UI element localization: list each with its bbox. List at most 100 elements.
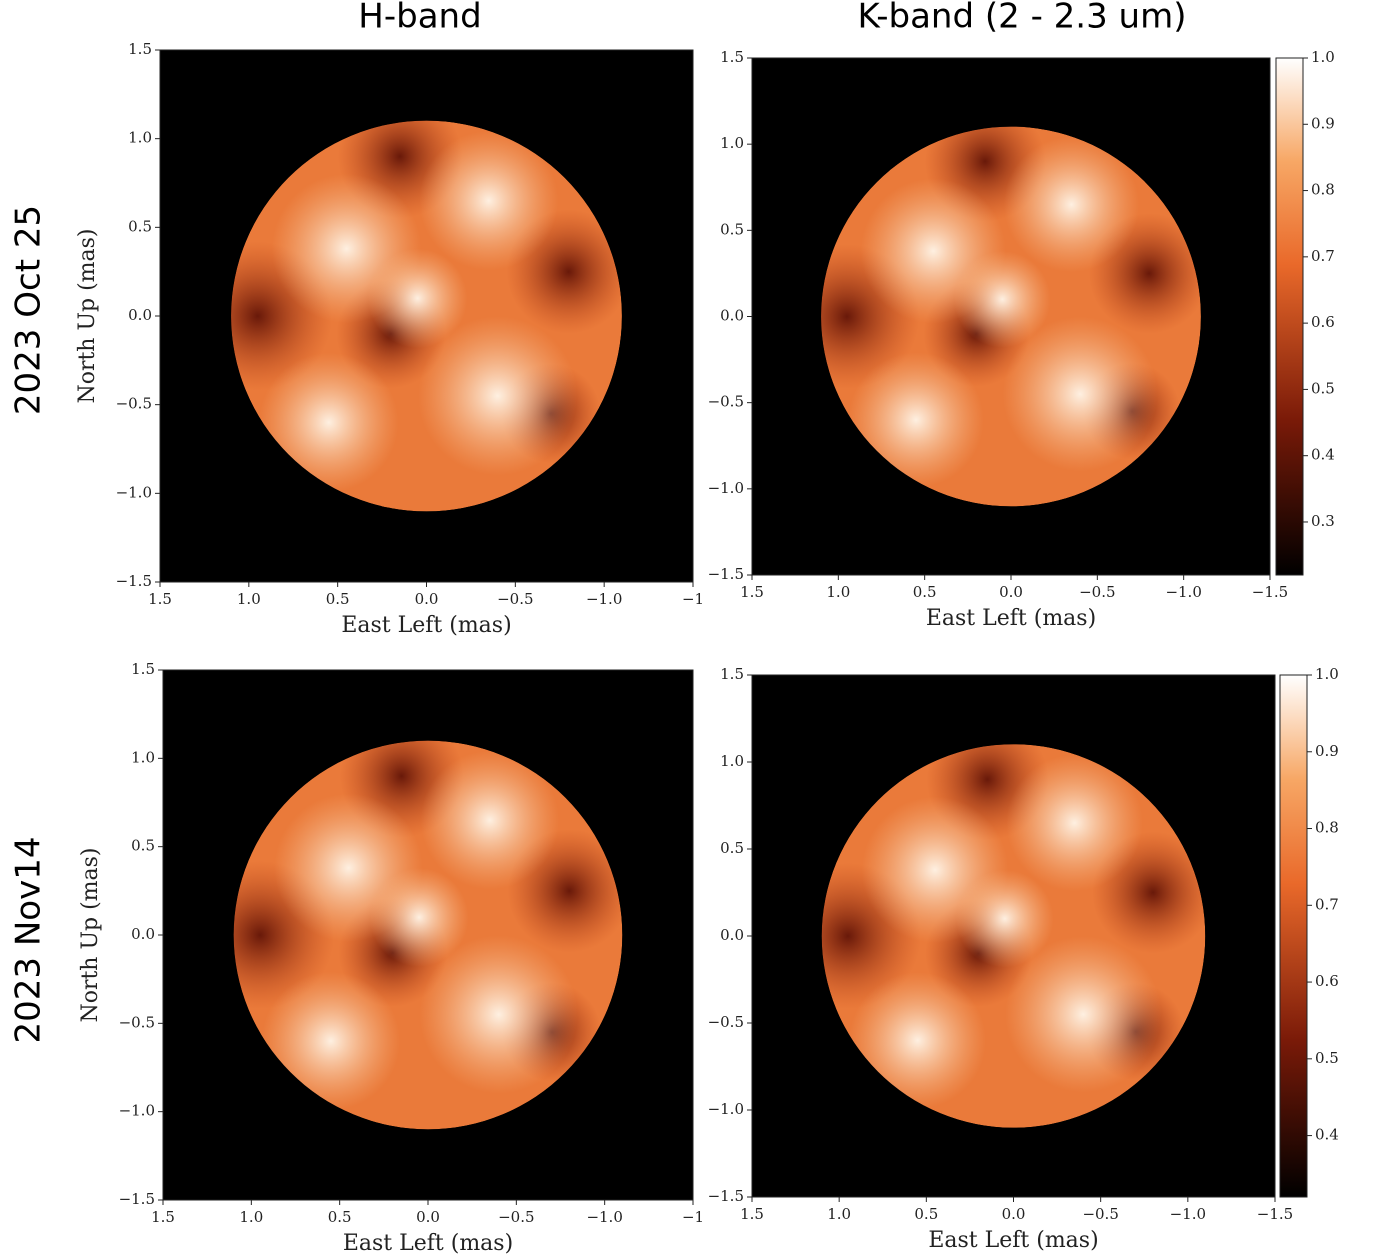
y-tick-label: 1.0 [720,752,744,770]
bright-spot [1003,136,1140,273]
y-tick-label: 1.5 [128,40,152,58]
colorbar [1275,57,1304,576]
x-tick-label: 0.5 [913,583,937,601]
x-tick-label: −1.0 [586,1208,622,1226]
x-tick-label: 1.0 [827,1205,851,1223]
y-tick-label: −1.0 [708,1100,744,1118]
bright-spot [1002,316,1158,472]
x-tick-label: 0.0 [999,583,1023,601]
colorbar-tick-label: 1.0 [1311,48,1335,66]
y-tick-label: 1.0 [131,748,155,766]
y-tick-label: −1.5 [708,1187,744,1205]
y-tick-label: −0.5 [708,393,744,411]
y-axis-label: North Up (mas) [78,847,103,1022]
x-tick-label: 1.5 [740,583,764,601]
bright-spot [419,935,578,1094]
y-tick-label: 0.0 [131,925,155,943]
colorbar-tick-label: 0.4 [1311,446,1335,464]
stellar-disk [231,120,622,512]
colorbar-tick-label: 0.6 [1315,972,1339,990]
y-tick-label: 0.5 [720,839,744,857]
bright-spot [369,867,469,967]
bright-spot [1005,936,1162,1093]
y-tick-label: 1.5 [720,665,744,683]
y-tick-label: 1.5 [720,48,744,66]
x-tick-label: 1.0 [237,590,261,608]
x-tick-label: −0.5 [1082,1205,1118,1223]
y-tick-label: 0.5 [131,837,155,855]
colorbar-tick-label: 0.8 [1315,819,1339,837]
x-tick-label: 0.5 [328,1208,352,1226]
stellar-disk [821,126,1201,507]
bright-spot [954,250,1051,348]
x-tick-label: 1.5 [148,590,172,608]
bright-spot [367,248,468,349]
colorbar-tick-label: 0.7 [1315,895,1339,913]
x-tick-label: −1.5 [1252,583,1288,601]
stellar-disk [233,740,623,1130]
x-tick-label: 0.5 [914,1205,938,1223]
y-tick-label: 1.0 [128,129,152,147]
y-tick-label: −1.5 [708,565,744,583]
colorbar-tick-label: 0.5 [1315,1049,1339,1067]
x-tick-label: 0.0 [416,1208,440,1226]
bright-spot [419,131,559,271]
colorbar-tick-label: 0.6 [1311,313,1335,331]
column-title: K-band (2 - 2.3 um) [858,0,1187,37]
stellar-disk [821,744,1206,1128]
row-label: 2023 Oct 25 [9,205,49,415]
y-tick-label: −1.0 [116,483,152,501]
x-tick-label: 1.5 [151,1208,175,1226]
x-tick-label: 0.0 [415,590,439,608]
x-axis-label: East Left (mas) [928,1228,1098,1253]
colorbar-tick-label: 1.0 [1315,665,1339,683]
bright-spot [261,971,401,1111]
x-tick-label: −1 [682,590,704,608]
y-tick-label: −1.0 [708,479,744,497]
x-axis-label: East Left (mas) [341,613,511,638]
y-tick-label: 0.0 [720,307,744,325]
colorbar [1279,674,1308,1198]
bright-spot [955,869,1054,968]
y-tick-label: 0.5 [720,220,744,238]
colorbar-tick-label: 0.9 [1315,742,1339,760]
bright-spot [420,750,560,890]
colorbar-tick-label: 0.9 [1311,114,1335,132]
x-tick-label: −1.5 [1257,1205,1293,1223]
colorbar-tick-label: 0.5 [1311,379,1335,397]
x-tick-label: 1.0 [239,1208,263,1226]
x-tick-label: −1 [682,1208,704,1226]
colorbar-tick-label: 0.3 [1311,512,1335,530]
y-tick-label: 0.5 [128,217,152,235]
x-tick-label: 1.5 [740,1205,764,1223]
y-tick-label: 0.0 [720,926,744,944]
y-tick-label: 1.5 [131,660,155,678]
y-tick-label: −0.5 [119,1013,155,1031]
colorbar-tick-label: 0.4 [1315,1126,1339,1144]
x-axis-label: East Left (mas) [343,1231,513,1256]
x-tick-label: −1.0 [586,590,622,608]
x-tick-label: −1.0 [1170,1205,1206,1223]
x-tick-label: −0.5 [497,590,533,608]
bright-spot [849,972,986,1109]
x-tick-label: 1.0 [826,583,850,601]
bright-spot [1006,754,1143,892]
column-title: H-band [358,0,481,37]
colorbar-tick-label: 0.7 [1311,247,1335,265]
bright-spot [848,352,984,488]
y-tick-label: −1.0 [119,1102,155,1120]
y-tick-label: 1.0 [720,134,744,152]
y-tick-label: −1.5 [116,572,152,590]
x-tick-label: 0.0 [1002,1205,1026,1223]
y-tick-label: 0.0 [128,306,152,324]
y-tick-label: −0.5 [708,1013,744,1031]
x-tick-label: −0.5 [1079,583,1115,601]
y-tick-label: −0.5 [116,395,152,413]
x-tick-label: −0.5 [498,1208,534,1226]
colorbar-tick-label: 0.8 [1311,181,1335,199]
x-tick-label: −1.0 [1165,583,1201,601]
bright-spot [417,316,578,476]
y-axis-label: North Up (mas) [75,228,100,403]
bright-spot [259,352,399,493]
